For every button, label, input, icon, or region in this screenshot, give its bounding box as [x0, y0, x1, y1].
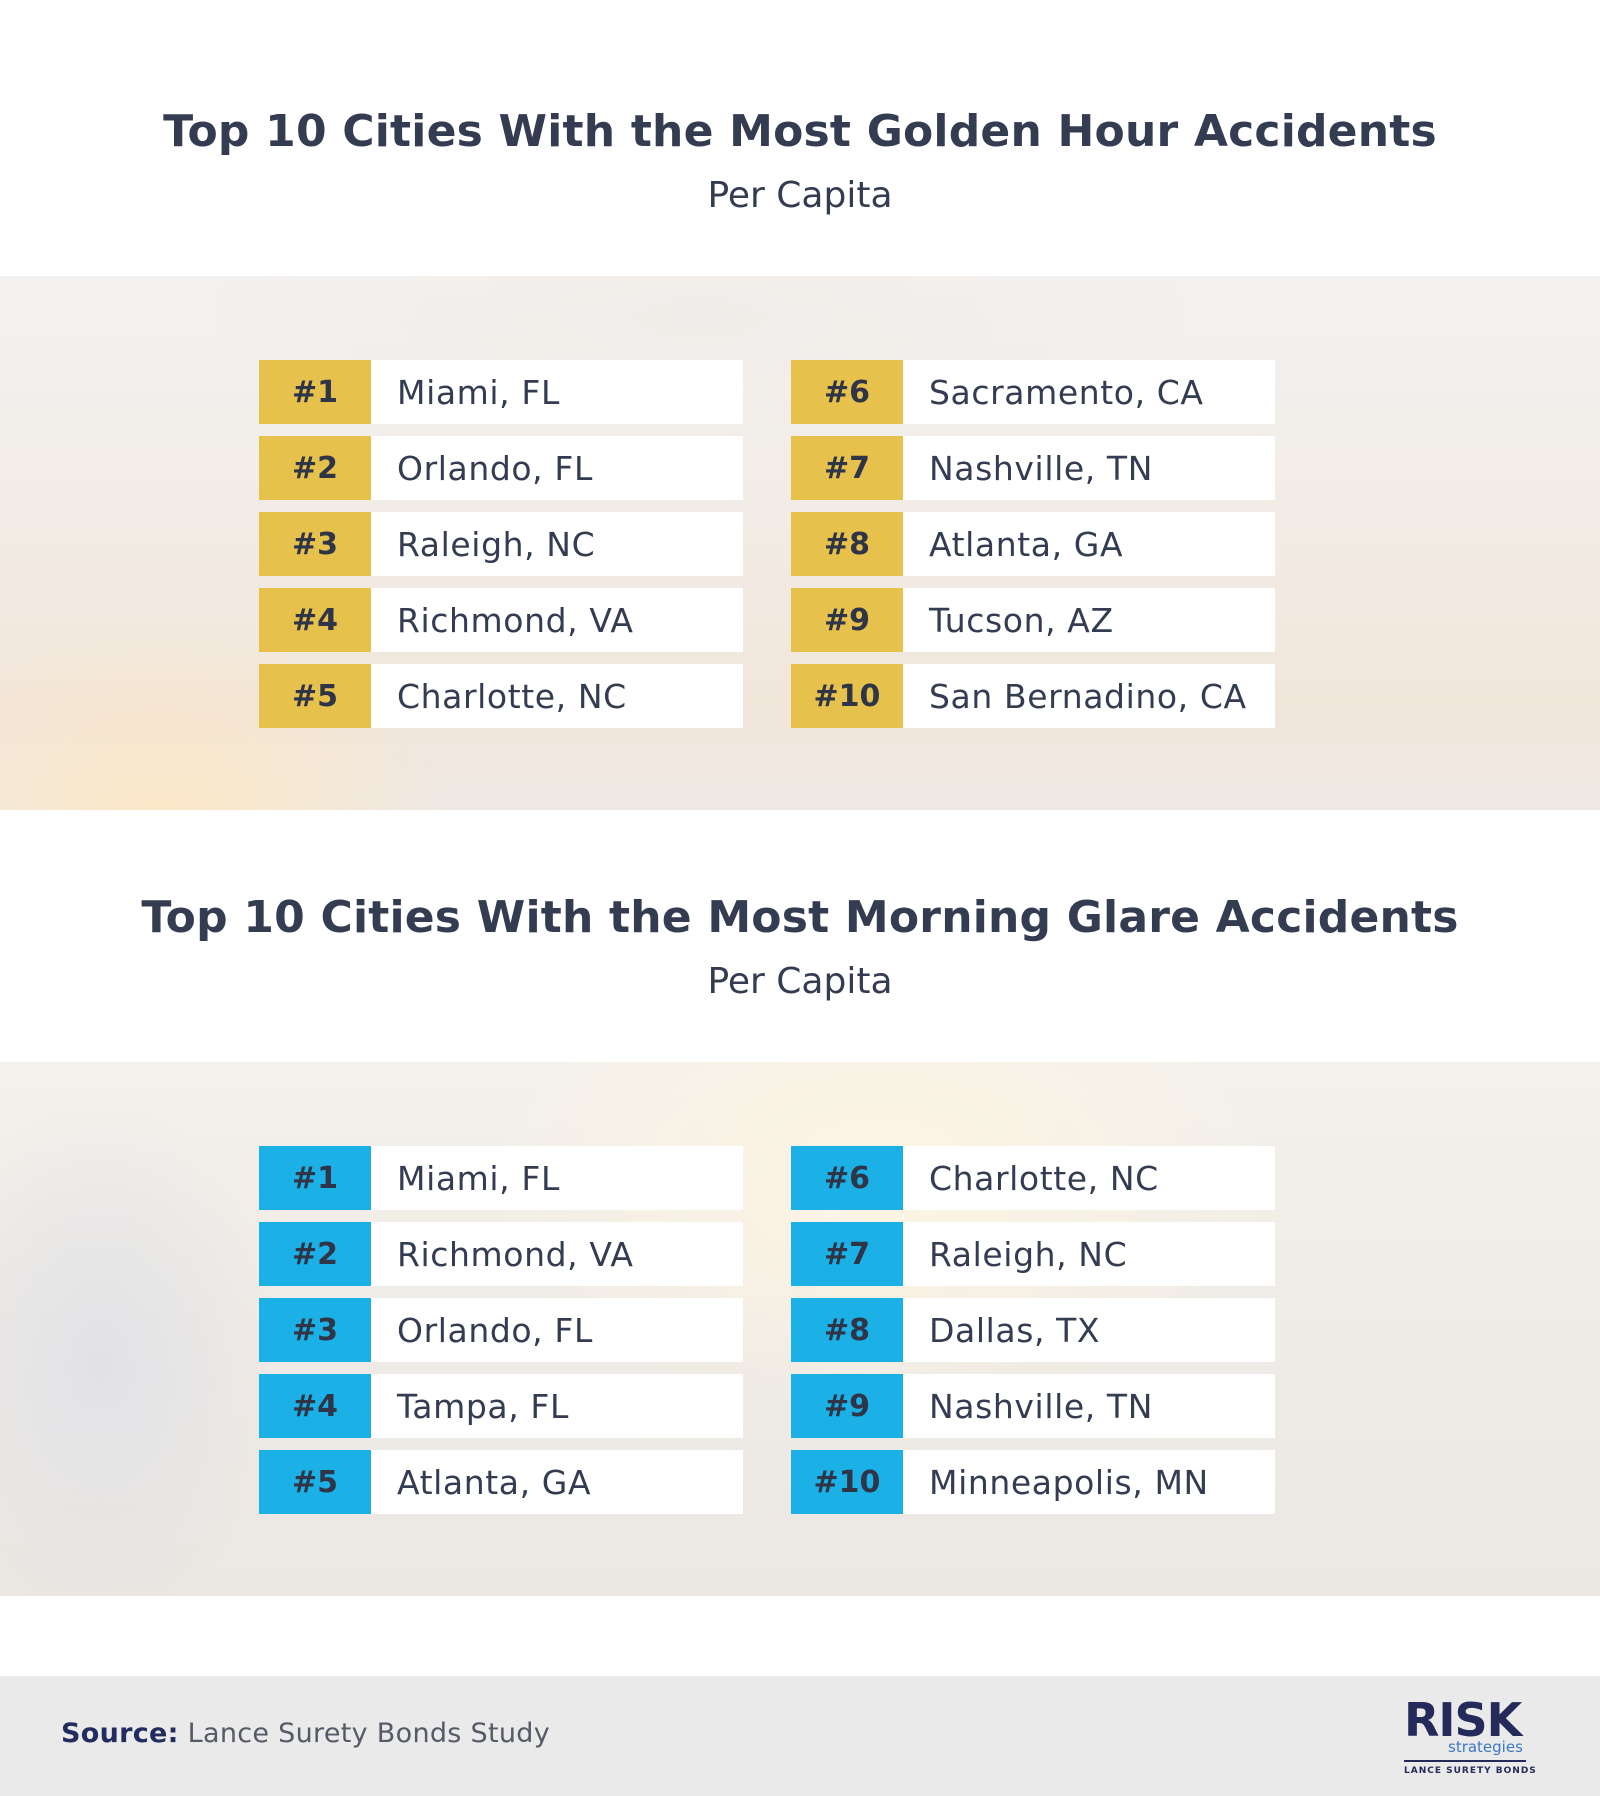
risk-strategies-logo: RISK strategies LANCE SURETY BONDS: [1404, 1693, 1540, 1776]
city-name: Tucson, AZ: [903, 588, 1275, 652]
golden-hour-header: Top 10 Cities With the Most Golden Hour …: [0, 106, 1600, 216]
city-name: Raleigh, NC: [371, 512, 743, 576]
list-item: #2 Orlando, FL: [259, 436, 743, 500]
city-name: Charlotte, NC: [371, 664, 743, 728]
city-name: Raleigh, NC: [903, 1222, 1275, 1286]
rank-badge: #7: [791, 436, 903, 500]
city-name: Minneapolis, MN: [903, 1450, 1275, 1514]
rank-badge: #7: [791, 1222, 903, 1286]
list-item: #4 Tampa, FL: [259, 1374, 743, 1438]
source-label: Source:: [61, 1718, 179, 1749]
rank-badge: #6: [791, 1146, 903, 1210]
list-item: #9 Nashville, TN: [791, 1374, 1275, 1438]
logo-wordmark: RISK: [1404, 1693, 1522, 1747]
rank-badge: #9: [791, 1374, 903, 1438]
city-name: Tampa, FL: [371, 1374, 743, 1438]
golden-hour-list-left: #1 Miami, FL #2 Orlando, FL #3 Raleigh, NC …: [259, 360, 743, 740]
rank-badge: #8: [791, 512, 903, 576]
list-item: #2 Richmond, VA: [259, 1222, 743, 1286]
list-item: #1 Miami, FL: [259, 1146, 743, 1210]
city-name: Orlando, FL: [371, 1298, 743, 1362]
list-item: #8 Atlanta, GA: [791, 512, 1275, 576]
rank-badge: #3: [259, 1298, 371, 1362]
morning-glare-subtitle: Per Capita: [707, 961, 893, 1002]
list-item: #4 Richmond, VA: [259, 588, 743, 652]
list-item: #10 Minneapolis, MN: [791, 1450, 1275, 1514]
list-item: #8 Dallas, TX: [791, 1298, 1275, 1362]
rank-badge: #4: [259, 1374, 371, 1438]
rank-badge: #3: [259, 512, 371, 576]
logo-tagline: LANCE SURETY BONDS: [1404, 1766, 1537, 1776]
list-item: #7 Raleigh, NC: [791, 1222, 1275, 1286]
rank-badge: #2: [259, 436, 371, 500]
logo-divider: [1404, 1760, 1526, 1762]
source-text: Lance Surety Bonds Study: [187, 1718, 550, 1749]
list-item: #9 Tucson, AZ: [791, 588, 1275, 652]
morning-glare-list-left: #1 Miami, FL #2 Richmond, VA #3 Orlando, FL…: [259, 1146, 743, 1526]
city-name: Orlando, FL: [371, 436, 743, 500]
morning-glare-ranking-panel: #1 Miami, FL #2 Richmond, VA #3 Orlando, FL…: [0, 1062, 1600, 1596]
list-item: #6 Charlotte, NC: [791, 1146, 1275, 1210]
list-item: #6 Sacramento, CA: [791, 360, 1275, 424]
rank-badge: #5: [259, 1450, 371, 1514]
list-item: #10 San Bernadino, CA: [791, 664, 1275, 728]
list-item: #1 Miami, FL: [259, 360, 743, 424]
rank-badge: #8: [791, 1298, 903, 1362]
source-citation: Source: Lance Surety Bonds Study: [61, 1718, 550, 1749]
golden-hour-subtitle: Per Capita: [707, 175, 893, 216]
rank-badge: #1: [259, 360, 371, 424]
city-name: Dallas, TX: [903, 1298, 1275, 1362]
rank-badge: #4: [259, 588, 371, 652]
list-item: #3 Orlando, FL: [259, 1298, 743, 1362]
city-name: Atlanta, GA: [903, 512, 1275, 576]
city-name: Charlotte, NC: [903, 1146, 1275, 1210]
list-item: #7 Nashville, TN: [791, 436, 1275, 500]
city-name: Nashville, TN: [903, 1374, 1275, 1438]
rank-badge: #9: [791, 588, 903, 652]
rank-badge: #5: [259, 664, 371, 728]
morning-glare-title: Top 10 Cities With the Most Morning Glar…: [141, 892, 1459, 943]
rank-badge: #10: [791, 664, 903, 728]
city-name: Miami, FL: [371, 1146, 743, 1210]
city-name: Richmond, VA: [371, 588, 743, 652]
list-item: #5 Atlanta, GA: [259, 1450, 743, 1514]
golden-hour-title: Top 10 Cities With the Most Golden Hour …: [163, 106, 1437, 157]
city-name: San Bernadino, CA: [903, 664, 1275, 728]
morning-glare-header: Top 10 Cities With the Most Morning Glar…: [0, 892, 1600, 1002]
city-name: Richmond, VA: [371, 1222, 743, 1286]
rank-badge: #10: [791, 1450, 903, 1514]
list-item: #3 Raleigh, NC: [259, 512, 743, 576]
golden-hour-ranking-panel: #1 Miami, FL #2 Orlando, FL #3 Raleigh, NC …: [0, 276, 1600, 810]
golden-hour-list-right: #6 Sacramento, CA #7 Nashville, TN #8 Atlan…: [791, 360, 1275, 740]
list-item: #5 Charlotte, NC: [259, 664, 743, 728]
city-name: Sacramento, CA: [903, 360, 1275, 424]
city-name: Atlanta, GA: [371, 1450, 743, 1514]
rank-badge: #6: [791, 360, 903, 424]
city-name: Nashville, TN: [903, 436, 1275, 500]
city-name: Miami, FL: [371, 360, 743, 424]
rank-badge: #2: [259, 1222, 371, 1286]
morning-glare-list-right: #6 Charlotte, NC #7 Raleigh, NC #8 Dallas, …: [791, 1146, 1275, 1526]
logo-subtitle: strategies: [1448, 1738, 1523, 1756]
footer: Source: Lance Surety Bonds Study RISK st…: [0, 1676, 1600, 1796]
rank-badge: #1: [259, 1146, 371, 1210]
